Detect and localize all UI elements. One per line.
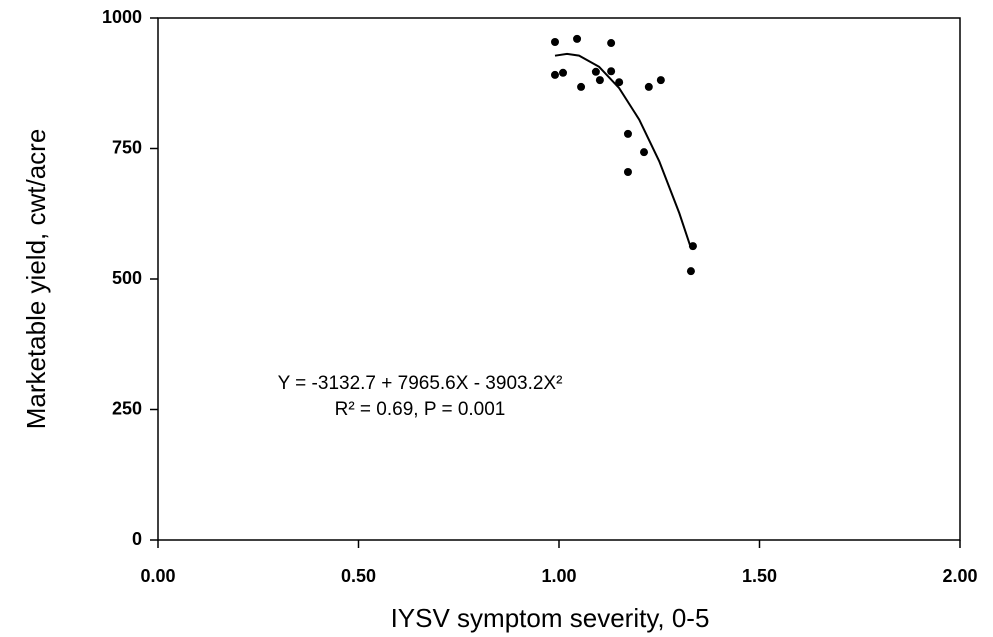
y-tick-label: 1000 xyxy=(102,7,142,27)
point xyxy=(573,34,582,43)
y-axis-title: Marketable yield, cwt/acre xyxy=(21,129,51,430)
x-tick-label: 0.50 xyxy=(341,566,376,586)
x-tick-label: 0.00 xyxy=(140,566,175,586)
y-tick-label: 500 xyxy=(112,268,142,288)
point xyxy=(656,76,665,85)
point xyxy=(577,82,586,91)
point xyxy=(644,82,653,91)
point xyxy=(591,67,600,76)
point xyxy=(686,267,695,276)
plot-frame xyxy=(157,17,961,541)
point xyxy=(607,67,616,76)
equation: Y = -3132.7 + 7965.6X - 3903.2X² xyxy=(278,373,563,394)
r-squared: R² = 0.69, P = 0.001 xyxy=(335,399,506,420)
point xyxy=(595,76,604,85)
x-tick-label: 1.50 xyxy=(742,566,777,586)
point xyxy=(615,78,624,87)
point xyxy=(623,129,632,138)
y-tick-label: 0 xyxy=(132,529,142,549)
fit-curve xyxy=(554,52,693,250)
point xyxy=(640,148,649,157)
point xyxy=(550,70,559,79)
x-tick-label: 2.00 xyxy=(942,566,977,586)
point xyxy=(550,38,559,47)
x-axis-title: IYSV symptom severity, 0-5 xyxy=(391,603,710,633)
point xyxy=(559,68,568,77)
y-tick-label: 750 xyxy=(112,137,142,157)
x-tick-label: 1.00 xyxy=(541,566,576,586)
point xyxy=(623,167,632,176)
y-tick-label: 250 xyxy=(112,398,142,418)
point xyxy=(607,39,616,48)
